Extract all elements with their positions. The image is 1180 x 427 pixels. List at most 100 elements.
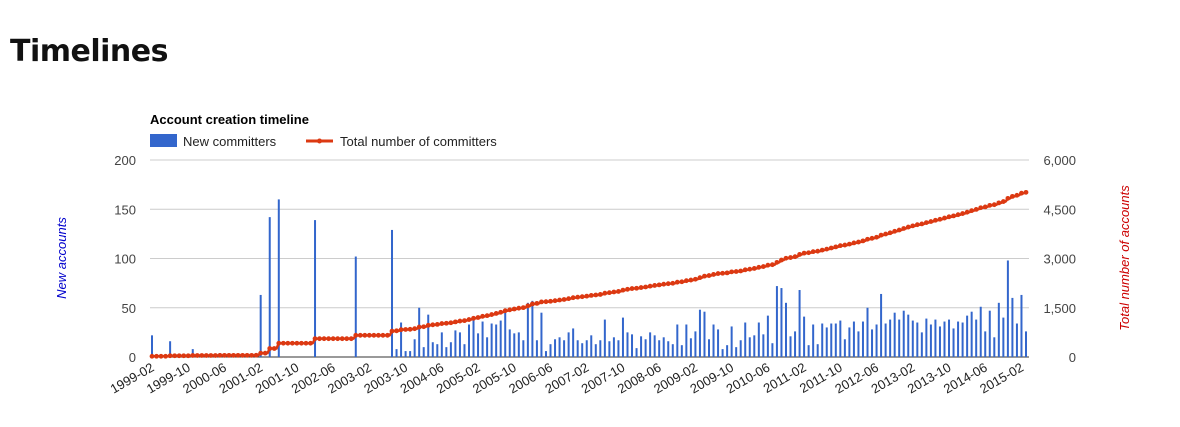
bar: [576, 340, 579, 357]
bar: [794, 331, 797, 357]
line-point: [683, 278, 689, 284]
line-point: [154, 353, 159, 359]
bar: [391, 229, 394, 357]
line-point: [289, 340, 295, 346]
left-axis-label: New accounts: [54, 217, 69, 299]
line-point: [362, 332, 368, 338]
bar: [631, 334, 634, 357]
line-point: [190, 353, 196, 358]
bar: [920, 332, 923, 358]
line-point: [579, 294, 585, 300]
line-point: [679, 279, 685, 285]
line-point: [308, 340, 313, 346]
bar: [504, 310, 507, 357]
bar: [621, 317, 624, 357]
line-point: [760, 264, 766, 269]
legend-new-committers: New committers: [183, 134, 277, 149]
line-point: [403, 327, 408, 332]
line-point: [806, 250, 812, 256]
line-point: [819, 247, 825, 253]
line-point: [271, 346, 277, 351]
line-point: [937, 216, 943, 222]
line-series-total-committers: [149, 189, 1029, 359]
line-point: [394, 328, 399, 334]
line-point: [837, 243, 843, 249]
line-point: [357, 332, 363, 338]
bar: [929, 324, 932, 357]
line-point: [208, 353, 214, 358]
line-point: [285, 340, 291, 346]
bar: [816, 344, 819, 357]
bar: [418, 307, 421, 357]
line-point: [670, 280, 676, 286]
bar: [925, 318, 928, 357]
bar: [495, 324, 498, 357]
line-point: [443, 320, 449, 326]
line-point: [634, 285, 639, 291]
line-point: [783, 255, 789, 261]
line-point: [407, 326, 413, 332]
line-point: [425, 322, 431, 328]
line-point: [828, 245, 834, 251]
line-point: [1014, 192, 1020, 198]
line-point: [353, 332, 359, 338]
bar: [848, 327, 851, 357]
line-point: [738, 268, 744, 274]
bar: [735, 347, 738, 357]
line-point: [969, 208, 975, 214]
line-point: [267, 346, 273, 351]
bar: [458, 332, 461, 358]
bar: [667, 341, 670, 357]
bar: [708, 339, 711, 357]
bar: [268, 217, 271, 357]
line-point: [299, 340, 304, 346]
line-point: [910, 223, 916, 229]
line-point: [697, 275, 703, 281]
bar: [717, 329, 720, 357]
bar: [517, 332, 520, 358]
line-point: [1010, 193, 1015, 199]
line-point: [303, 340, 309, 346]
chart-legend[interactable]: New committers Total number of committer…: [150, 134, 497, 149]
line-point: [235, 352, 241, 358]
bar: [685, 324, 688, 357]
bar: [635, 348, 638, 357]
bar: [608, 341, 611, 357]
line-point: [702, 273, 707, 279]
line-point: [914, 222, 920, 228]
bar: [440, 332, 443, 358]
bar: [726, 345, 729, 357]
bar: [812, 324, 815, 357]
line-point: [933, 217, 938, 223]
bar: [490, 323, 493, 357]
line-point: [516, 305, 522, 311]
line-point: [602, 290, 608, 296]
bar: [898, 319, 901, 357]
line-point: [258, 350, 264, 356]
bar: [961, 322, 964, 357]
line-point: [149, 353, 155, 359]
line-point: [928, 219, 934, 224]
line-point: [1019, 190, 1024, 196]
line-point: [326, 336, 332, 342]
line-point: [792, 254, 798, 260]
line-point: [625, 286, 630, 292]
line-point: [543, 299, 549, 305]
line-point: [865, 236, 870, 242]
line-point: [534, 300, 540, 306]
line-point: [982, 204, 988, 210]
line-point: [240, 352, 245, 358]
line-point: [1000, 199, 1006, 204]
line-point: [203, 353, 209, 358]
bar: [404, 351, 407, 357]
line-point: [330, 336, 336, 342]
left-tick-label: 100: [114, 252, 136, 267]
bar: [744, 322, 747, 357]
bar: [259, 294, 262, 357]
line-point: [385, 332, 390, 338]
line-point: [833, 244, 839, 250]
bar: [549, 344, 552, 357]
line-point: [616, 289, 621, 294]
line-point: [398, 327, 404, 333]
bar: [499, 320, 502, 357]
